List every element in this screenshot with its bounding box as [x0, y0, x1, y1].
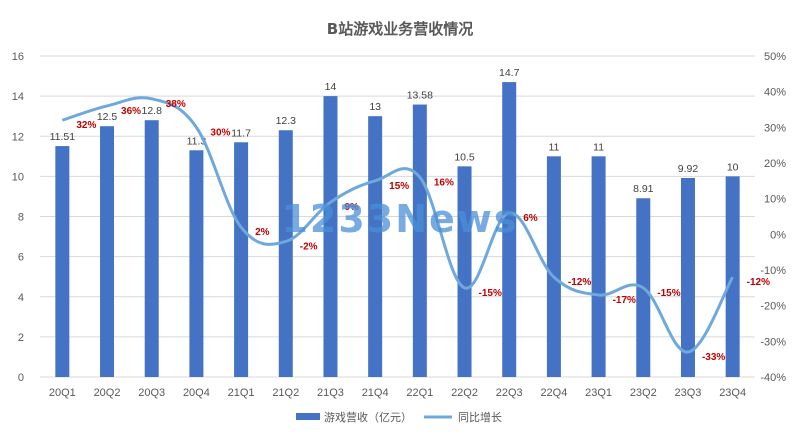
- bar-value-label: 8.91: [633, 183, 654, 195]
- bar: [680, 177, 695, 377]
- bar: [100, 126, 115, 377]
- bar-value-label: 11.51: [50, 131, 76, 143]
- line-value-label: -33%: [702, 352, 725, 363]
- bar-value-label: 11: [593, 141, 604, 153]
- right-tick-label: -40%: [760, 372, 786, 384]
- line-value-label: 32%: [76, 120, 96, 131]
- legend: 游戏营收（亿元） 同比增长: [296, 410, 502, 424]
- line-value-label: 38%: [166, 99, 186, 110]
- bar: [546, 156, 561, 377]
- line-series: [61, 96, 734, 354]
- bar-value-label: 12.3: [276, 115, 297, 127]
- gridlines: [40, 55, 755, 378]
- right-tick-label: -20%: [760, 301, 786, 313]
- right-tick-label: -10%: [760, 265, 786, 277]
- bar-value-labels: 11.5112.512.811.311.712.3141313.5810.514…: [50, 67, 739, 195]
- left-axis-ticks: 0 2 4 6 8 10 12 14 16: [12, 51, 24, 384]
- legend-bar-label: 游戏营收（亿元）: [324, 410, 412, 424]
- left-tick-label: 4: [18, 292, 24, 304]
- line-value-label: -15%: [657, 288, 680, 299]
- line-value-label: 2%: [255, 227, 270, 238]
- bar: [591, 156, 606, 377]
- right-tick-label: 50%: [764, 51, 786, 63]
- watermark-text: 1233News: [281, 197, 518, 241]
- bar: [368, 116, 383, 377]
- line-value-label: -12%: [568, 277, 591, 288]
- line-value-label: 15%: [389, 181, 409, 192]
- right-tick-label: -30%: [760, 336, 786, 348]
- right-tick-label: 20%: [764, 158, 786, 170]
- left-tick-label: 10: [12, 171, 24, 183]
- left-tick-label: 6: [18, 252, 24, 264]
- line-value-label: 6%: [523, 213, 538, 224]
- bar-value-label: 10: [727, 161, 739, 173]
- line-value-label: 36%: [121, 106, 141, 117]
- line-value-label: -17%: [613, 295, 636, 306]
- legend-bar-swatch: [296, 413, 320, 420]
- bar: [502, 82, 517, 378]
- line-value-label: 16%: [434, 177, 454, 188]
- bar-value-label: 14: [325, 81, 337, 93]
- x-axis-ticks: 20Q1 20Q2 20Q3 20Q4 21Q1 21Q2 21Q3 21Q4 22Q1 22Q2…: [49, 387, 746, 399]
- x-tick-label: 23Q3: [675, 387, 702, 399]
- bar-value-label: 10.5: [454, 151, 475, 163]
- bar: [234, 142, 249, 377]
- line-value-labels: 32% 36% 38% 30% 2% -2% 9% 15% 16% -15% 6% -12% -17% -…: [76, 99, 770, 363]
- right-axis-ticks: -40% -30% -20% -10% 0% 10% 20% 30% 40% 50%: [760, 51, 786, 384]
- bar-value-label: 12.5: [97, 111, 118, 123]
- bar: [144, 120, 159, 377]
- x-tick-label: 20Q3: [138, 387, 165, 399]
- left-tick-label: 14: [12, 91, 24, 103]
- x-tick-label: 23Q4: [719, 387, 746, 399]
- right-tick-label: 40%: [764, 87, 786, 99]
- line-value-label: -2%: [300, 241, 318, 252]
- bar: [457, 166, 472, 377]
- x-tick-label: 20Q4: [183, 387, 210, 399]
- growth-line: [61, 96, 734, 354]
- legend-line-label: 同比增长: [458, 410, 502, 424]
- x-tick-label: 20Q1: [49, 387, 76, 399]
- left-tick-label: 12: [12, 131, 24, 143]
- chart-title: B站游戏业务营收情况: [327, 20, 473, 38]
- x-tick-label: 21Q1: [228, 387, 255, 399]
- x-tick-label: 22Q3: [496, 387, 523, 399]
- right-tick-label: 0%: [770, 229, 786, 241]
- bar-value-label: 12.8: [142, 105, 163, 117]
- right-tick-label: 30%: [764, 122, 786, 134]
- left-tick-label: 16: [12, 51, 24, 63]
- right-tick-label: 10%: [764, 194, 786, 206]
- bar-value-label: 11: [548, 141, 559, 153]
- x-tick-label: 23Q1: [585, 387, 612, 399]
- bar: [725, 176, 740, 377]
- left-tick-label: 8: [18, 212, 24, 224]
- bar: [189, 150, 204, 377]
- bar-value-label: 14.7: [499, 67, 520, 79]
- bar-value-label: 13.58: [407, 90, 433, 102]
- left-tick-label: 2: [18, 332, 24, 344]
- bar-value-label: 9.92: [678, 163, 699, 175]
- line-value-label: 30%: [210, 127, 230, 138]
- x-tick-label: 21Q4: [362, 387, 389, 399]
- bar-value-label: 13: [369, 101, 381, 113]
- line-value-label: -12%: [747, 277, 770, 288]
- bar: [55, 146, 70, 377]
- line-value-label: 9%: [344, 202, 359, 213]
- bar: [323, 96, 338, 377]
- x-tick-label: 23Q2: [630, 387, 657, 399]
- x-tick-label: 21Q2: [272, 387, 299, 399]
- x-tick-label: 22Q4: [540, 387, 567, 399]
- bar: [278, 130, 293, 377]
- x-tick-label: 22Q1: [406, 387, 433, 399]
- x-tick-label: 22Q2: [451, 387, 478, 399]
- x-tick-label: 20Q2: [94, 387, 121, 399]
- left-tick-label: 0: [18, 372, 24, 384]
- line-value-label: -15%: [479, 288, 502, 299]
- bar-value-label: 11.7: [231, 127, 251, 139]
- x-tick-label: 21Q3: [317, 387, 344, 399]
